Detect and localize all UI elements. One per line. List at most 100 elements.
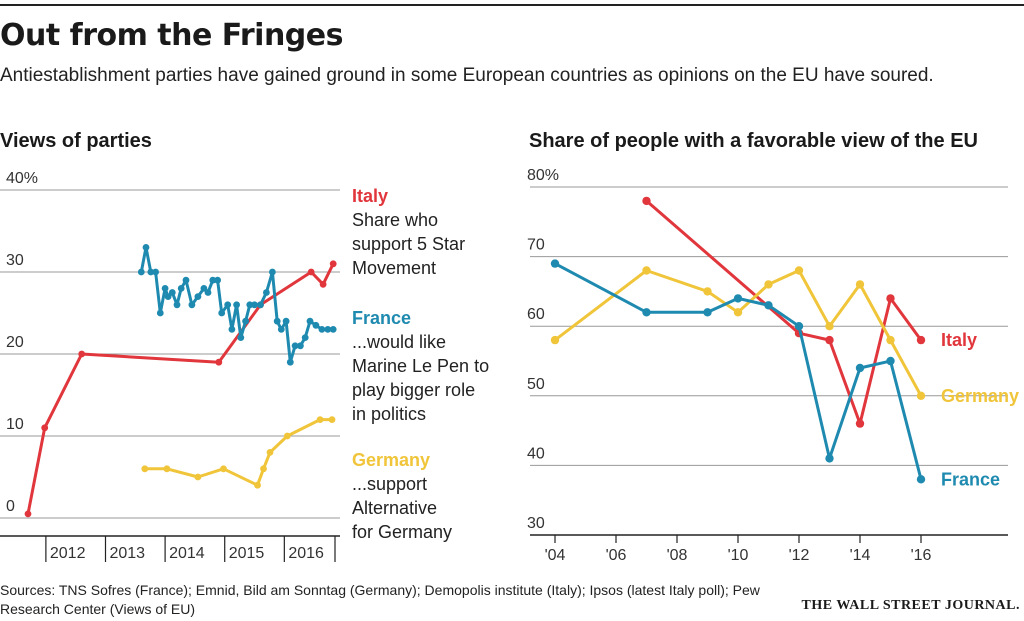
left-point-france-39 — [329, 326, 337, 333]
left-point-france-28 — [273, 317, 281, 325]
left-ytick-label-10: 10 — [6, 416, 24, 433]
right-point-italy-3 — [855, 419, 865, 428]
left-point-france-33 — [297, 342, 304, 350]
left-point-france-21 — [237, 334, 245, 341]
left-point-france-35 — [306, 317, 314, 325]
left-legend-name-germany: Germany — [352, 450, 430, 470]
left-point-france-24 — [251, 301, 258, 309]
left-xtick-label-2015: 2015 — [229, 545, 265, 562]
right-xtick-label-06: '06 — [606, 547, 627, 564]
left-legend-desc-italy-1: support 5 Star — [352, 234, 465, 254]
left-series-line-italy — [26, 262, 335, 516]
left-point-italy-0 — [24, 510, 32, 518]
right-point-germany-8 — [886, 335, 895, 345]
left-chart: 0 10 20 30 40% 2012 2013 2014 2015 2016 Italy Share… — [0, 170, 489, 562]
right-chart: 30 40 50 60 70 80% '04 '06 '08 '10 '12 '14 '16 Italy G… — [527, 167, 1019, 564]
left-point-france-31 — [286, 358, 294, 366]
left-point-france-16 — [214, 276, 222, 284]
left-legend-desc-germany-2: for Germany — [352, 522, 452, 542]
right-point-france-1 — [642, 308, 651, 317]
left-point-france-5 — [161, 285, 169, 292]
left-xtick-label-2016: 2016 — [288, 545, 324, 562]
left-point-france-0 — [137, 268, 145, 276]
right-ytick-label-70: 70 — [527, 237, 545, 254]
publisher-credit: THE WALL STREET JOURNAL. — [801, 598, 1020, 613]
left-legend-desc-germany-0: ...support — [352, 474, 427, 494]
right-point-france-6 — [825, 454, 834, 463]
right-point-italy-2 — [825, 335, 834, 345]
left-legend-desc-france-1: Marine Le Pen to — [352, 356, 489, 376]
left-point-france-29 — [277, 326, 285, 333]
left-point-france-38 — [324, 326, 332, 333]
left-point-france-37 — [318, 326, 326, 333]
right-ytick-label-60: 60 — [527, 306, 545, 323]
left-point-germany-5 — [260, 465, 267, 473]
right-point-germany-5 — [794, 266, 804, 275]
left-point-france-27 — [269, 268, 276, 276]
right-ytick-label-50: 50 — [527, 376, 545, 393]
right-point-germany-1 — [642, 266, 651, 275]
left-point-germany-7 — [283, 432, 291, 440]
right-series-line-italy — [645, 199, 923, 426]
left-ytick-label-20: 20 — [6, 334, 24, 351]
right-point-france-3 — [733, 294, 743, 303]
left-point-germany-2 — [194, 473, 202, 481]
right-ytick-label-30: 30 — [527, 515, 545, 532]
left-legend-desc-france-3: in politics — [352, 404, 426, 424]
left-ytick-label-40: 40% — [6, 170, 38, 187]
right-xtick-label-14: '14 — [850, 547, 871, 564]
left-point-france-18 — [224, 301, 232, 309]
right-point-germany-6 — [825, 322, 834, 331]
sources-note: Sources: TNS Sofres (France); Emnid, Bil… — [0, 582, 760, 617]
right-point-france-9 — [916, 475, 926, 484]
left-legend-desc-france-0: ...would like — [352, 332, 446, 352]
right-point-france-0 — [550, 259, 560, 268]
left-legend-name-france: France — [352, 308, 411, 328]
left-point-france-1 — [142, 244, 150, 251]
left-point-germany-0 — [141, 465, 149, 473]
right-ytick-label-80: 80% — [527, 167, 559, 184]
right-point-germany-0 — [550, 335, 560, 345]
right-point-germany-9 — [916, 391, 926, 400]
left-point-france-26 — [263, 289, 270, 296]
right-chart-title: Share of people with a favorable view of… — [529, 130, 978, 152]
right-end-label-germany: Germany — [941, 386, 1019, 406]
left-point-france-22 — [242, 317, 250, 325]
left-point-france-32 — [291, 342, 299, 350]
left-point-germany-9 — [328, 416, 336, 423]
left-point-italy-7 — [329, 260, 337, 268]
right-xtick-label-08: '08 — [667, 547, 688, 564]
left-point-france-17 — [218, 309, 226, 317]
left-point-germany-1 — [163, 465, 171, 473]
page-subtitle: Antiestablishment parties have gained gr… — [0, 65, 934, 86]
left-point-france-7 — [168, 289, 176, 296]
left-point-france-14 — [204, 289, 212, 296]
left-point-france-12 — [194, 293, 202, 300]
left-point-germany-8 — [316, 416, 324, 423]
right-point-germany-7 — [855, 280, 865, 289]
left-legend-desc-germany-1: Alternative — [352, 498, 437, 518]
left-xtick-label-2014: 2014 — [169, 545, 205, 562]
right-end-label-france: France — [941, 469, 1000, 489]
right-point-germany-3 — [733, 308, 743, 317]
right-point-france-2 — [703, 308, 712, 317]
left-point-france-11 — [188, 301, 196, 309]
right-point-france-8 — [886, 356, 895, 366]
left-xtick-label-2012: 2012 — [50, 545, 86, 562]
right-point-italy-5 — [916, 335, 926, 345]
left-point-france-30 — [282, 317, 290, 325]
right-point-italy-4 — [886, 294, 895, 303]
right-end-label-italy: Italy — [941, 330, 977, 350]
left-xtick-label-2013: 2013 — [109, 545, 145, 562]
right-xtick-label-04: '04 — [545, 547, 566, 564]
left-point-italy-1 — [41, 424, 49, 432]
left-chart-title: Views of parties — [0, 130, 152, 152]
right-point-france-7 — [855, 363, 865, 373]
left-point-france-6 — [164, 293, 172, 300]
left-point-france-34 — [301, 334, 309, 341]
left-legend-name-italy: Italy — [352, 186, 388, 206]
right-xtick-label-10: '10 — [728, 547, 749, 564]
right-point-italy-0 — [642, 196, 651, 206]
left-legend-desc-italy-0: Share who — [352, 210, 438, 230]
